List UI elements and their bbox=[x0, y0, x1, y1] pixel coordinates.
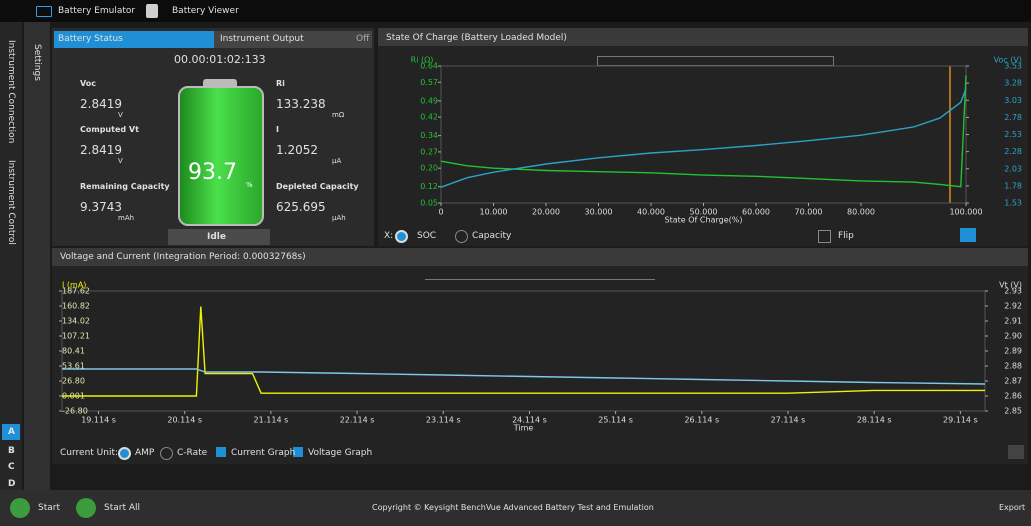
field-unit: µA bbox=[332, 158, 341, 165]
y-tick-label: 160.82 bbox=[62, 301, 90, 310]
y2-tick-label: 2.91 bbox=[1004, 317, 1022, 326]
y2-tick-label: 3.03 bbox=[1004, 96, 1022, 105]
x-tick-label: 26.114 s bbox=[684, 416, 719, 425]
slot[interactable]: B bbox=[8, 447, 15, 456]
x-tick-label: 27.114 s bbox=[771, 416, 806, 425]
x-tick-label: 28.114 s bbox=[857, 416, 892, 425]
y-tick-label: 0.20 bbox=[420, 164, 438, 173]
field-unit: mΩ bbox=[332, 112, 344, 119]
y-tick-label: 0.57 bbox=[420, 78, 438, 87]
y2-tick-label: 1.78 bbox=[1004, 181, 1022, 190]
x-tick-label: 100.000 bbox=[949, 208, 982, 217]
y-tick-label: 0.05 bbox=[420, 199, 438, 208]
y-tick-label: 0.34 bbox=[420, 131, 438, 140]
x-tick-label: 10.000 bbox=[480, 208, 508, 217]
x-tick-label: 20.000 bbox=[532, 208, 560, 217]
x-tick-label: 23.114 s bbox=[426, 416, 461, 425]
y-tick-label: 0.27 bbox=[420, 147, 438, 156]
y2-tick-label: 2.28 bbox=[1004, 147, 1022, 156]
x-axis-title: State Of Charge(%) bbox=[665, 216, 743, 225]
x-tick-label: 20.114 s bbox=[167, 416, 202, 425]
y-tick-label: 80.41 bbox=[62, 347, 85, 356]
y-tick-label: 134.02 bbox=[62, 316, 90, 325]
field-unit: V bbox=[118, 158, 123, 165]
field-value: 625.695 bbox=[276, 201, 326, 213]
slot[interactable]: D bbox=[8, 480, 15, 489]
slot[interactable]: A bbox=[8, 428, 15, 437]
series-line bbox=[62, 369, 985, 384]
field-label: Depleted Capacity bbox=[276, 183, 359, 191]
y2-tick-label: 2.88 bbox=[1004, 362, 1022, 371]
x-tick-label: 22.114 s bbox=[340, 416, 375, 425]
x-axis-title: Time bbox=[513, 424, 534, 433]
y2-axis-title: Voc (V) bbox=[994, 56, 1022, 65]
field-unit: µAh bbox=[332, 215, 346, 222]
slot[interactable]: C bbox=[8, 463, 15, 472]
x-tick-label: 30.000 bbox=[585, 208, 613, 217]
x-tick-label: 25.114 s bbox=[598, 416, 633, 425]
field-value: 1.2052 bbox=[276, 144, 318, 156]
field-value: 9.3743 bbox=[80, 201, 122, 213]
x-tick-label: 19.114 s bbox=[81, 416, 116, 425]
y2-tick-label: 2.03 bbox=[1004, 164, 1022, 173]
y-tick-label: 0.42 bbox=[420, 113, 438, 122]
x-tick-label: 29.114 s bbox=[943, 416, 978, 425]
y2-tick-label: 2.53 bbox=[1004, 130, 1022, 139]
y-tick-label: 0.12 bbox=[420, 182, 438, 191]
field-label: Ri bbox=[276, 80, 285, 88]
field-unit: mAh bbox=[118, 215, 134, 222]
y2-tick-label: 2.85 bbox=[1004, 407, 1022, 416]
y-tick-label: -26.80 bbox=[62, 407, 88, 416]
y2-tick-label: 2.90 bbox=[1004, 332, 1022, 341]
plot-frame bbox=[441, 66, 966, 203]
y-tick-label: 0.49 bbox=[420, 96, 438, 105]
x-tick-label: 21.114 s bbox=[254, 416, 289, 425]
y2-axis-title: Vt (V) bbox=[999, 281, 1022, 290]
series-line bbox=[441, 89, 966, 188]
y2-tick-label: 2.78 bbox=[1004, 113, 1022, 122]
field-unit: V bbox=[118, 112, 123, 119]
field-label: I bbox=[276, 126, 279, 134]
field-value: 133.238 bbox=[276, 98, 326, 110]
field-label: Remaining Capacity bbox=[80, 183, 170, 191]
y2-tick-label: 2.89 bbox=[1004, 347, 1022, 356]
y2-tick-label: 2.92 bbox=[1004, 302, 1022, 311]
x-tick-label: 40.000 bbox=[637, 208, 665, 217]
y-axis-title: Ri (Ω) bbox=[411, 56, 434, 65]
y-tick-label: 107.21 bbox=[62, 332, 90, 341]
y2-tick-label: 2.87 bbox=[1004, 377, 1022, 386]
x-tick-label: 80.000 bbox=[847, 208, 875, 217]
field-value: 2.8419 bbox=[80, 144, 122, 156]
y2-tick-label: 1.53 bbox=[1004, 199, 1022, 208]
field-value: 2.8419 bbox=[80, 98, 122, 110]
y-axis-title: I (mA) bbox=[62, 281, 86, 290]
field-label: Voc bbox=[80, 80, 96, 88]
x-tick-label: 0 bbox=[438, 208, 443, 217]
x-tick-label: 70.000 bbox=[795, 208, 823, 217]
field-label: Computed Vt bbox=[80, 126, 139, 134]
x-tick-label: 60.000 bbox=[742, 208, 770, 217]
y2-tick-label: 2.86 bbox=[1004, 392, 1022, 401]
y-tick-label: 26.80 bbox=[62, 377, 85, 386]
y2-tick-label: 3.28 bbox=[1004, 79, 1022, 88]
